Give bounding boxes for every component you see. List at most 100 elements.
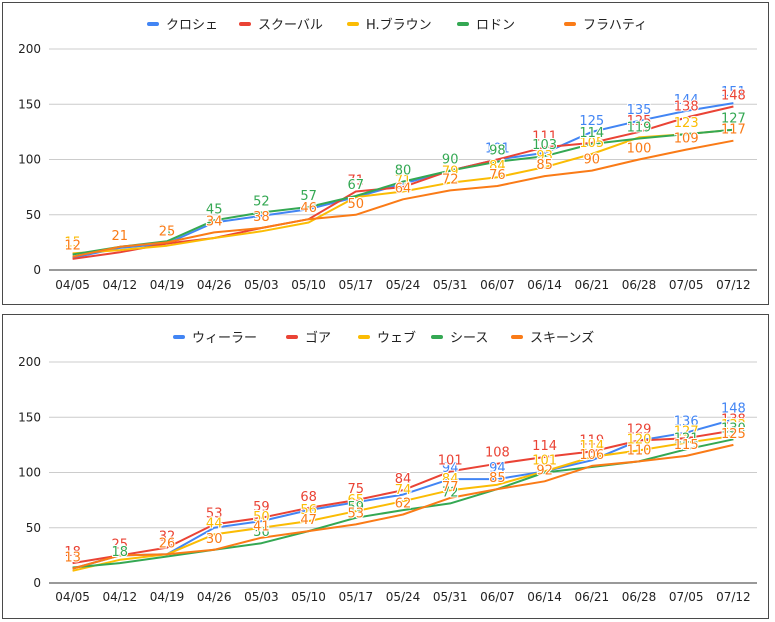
- data-label: 38: [253, 210, 270, 225]
- data-label: 135: [627, 103, 652, 118]
- series-line-2: [72, 429, 734, 565]
- data-label: 15: [64, 235, 81, 250]
- data-label: 56: [300, 503, 317, 518]
- data-label: 76: [489, 168, 506, 183]
- data-label: 26: [159, 536, 176, 551]
- data-label: 36: [253, 525, 270, 540]
- y-tick-label: 150: [18, 410, 41, 424]
- x-tick-label: 04/26: [197, 278, 232, 292]
- data-label: 138: [721, 413, 746, 428]
- legend-swatch: [239, 22, 251, 26]
- legend-swatch: [457, 22, 469, 26]
- legend-label: スキーンズ: [530, 330, 594, 346]
- legend-label: クロシェ: [166, 18, 218, 33]
- data-label: 13: [64, 551, 81, 566]
- data-label: 26: [159, 223, 176, 238]
- data-label: 71: [348, 174, 365, 189]
- data-label: 130: [721, 421, 746, 436]
- data-label: 92: [536, 463, 553, 478]
- data-label: 85: [489, 471, 506, 486]
- series-line-3: [72, 435, 734, 572]
- data-label: 94: [442, 461, 459, 476]
- data-label: 105: [579, 136, 604, 151]
- legend-label: H.ブラウン: [366, 17, 432, 33]
- x-tick-label: 06/14: [527, 590, 562, 604]
- x-tick-label: 07/12: [716, 278, 751, 292]
- data-label: 90: [584, 153, 601, 168]
- x-tick-label: 06/21: [575, 278, 610, 292]
- x-tick-label: 05/31: [433, 590, 468, 604]
- x-tick-label: 06/07: [480, 278, 515, 292]
- x-tick-label: 04/05: [55, 590, 90, 604]
- x-tick-label: 04/19: [150, 590, 185, 604]
- data-label: 127: [721, 112, 746, 127]
- legend-swatch: [564, 22, 576, 26]
- y-tick-label: 200: [18, 355, 41, 369]
- data-label: 52: [253, 195, 270, 210]
- data-label: 123: [674, 116, 699, 131]
- data-label: 62: [395, 496, 412, 511]
- x-tick-label: 05/24: [386, 278, 421, 292]
- data-label: 30: [206, 532, 223, 547]
- data-label: 93: [536, 149, 553, 164]
- legend-label: シース: [450, 331, 488, 346]
- data-label: 59: [253, 500, 270, 515]
- data-label: 45: [206, 202, 223, 217]
- data-label: 25: [112, 537, 129, 552]
- legend-swatch: [358, 335, 370, 339]
- data-label: 32: [159, 530, 176, 545]
- data-label: 109: [674, 132, 699, 147]
- x-tick-label: 05/03: [244, 278, 279, 292]
- x-tick-label: 06/07: [480, 590, 515, 604]
- line-chart-top: 0 50 100 150 200 04/05 04/12 04/19 04/26 05/03 05/…: [18, 17, 757, 292]
- data-label: 18: [64, 545, 81, 560]
- y-tick-label: 50: [26, 521, 41, 535]
- data-label: 64: [395, 181, 412, 196]
- data-label: 59: [348, 500, 365, 515]
- x-tick-label: 06/28: [622, 278, 657, 292]
- y-tick-label: 150: [18, 97, 41, 111]
- data-label: 114: [532, 439, 557, 454]
- data-label: 34: [206, 214, 223, 229]
- x-tick-label: 05/17: [339, 278, 374, 292]
- data-label: 148: [721, 88, 746, 103]
- x-tick-label: 04/05: [55, 278, 90, 292]
- series-line-4: [72, 128, 734, 256]
- data-label: 72: [442, 172, 459, 187]
- legend-label: ウィーラー: [192, 331, 257, 346]
- data-label: 84: [395, 472, 412, 487]
- x-tick-label: 04/19: [150, 278, 185, 292]
- data-label: 65: [348, 493, 365, 508]
- legend-swatch: [511, 335, 523, 339]
- data-label: 101: [438, 453, 463, 468]
- series-line-5: [72, 443, 734, 570]
- legend-label: ウェブ: [377, 330, 416, 346]
- x-tick-label: 07/05: [669, 278, 704, 292]
- data-label: 103: [532, 138, 557, 153]
- data-label: 117: [721, 123, 746, 138]
- legend-label: スクーバル: [258, 18, 323, 33]
- data-label: 80: [395, 164, 412, 179]
- data-label: 148: [721, 401, 746, 416]
- legend-swatch: [286, 335, 298, 339]
- chart-panel-top: 0 50 100 150 200 04/05 04/12 04/19 04/26 05/03 05/…: [2, 2, 769, 305]
- data-label: 71: [395, 174, 412, 189]
- data-label: 108: [485, 446, 510, 461]
- series-line-1: [72, 102, 734, 259]
- data-label: 125: [579, 114, 604, 129]
- data-label: 53: [206, 506, 223, 521]
- data-label: 47: [300, 513, 317, 528]
- data-label: 144: [674, 93, 699, 108]
- data-label: 50: [253, 510, 270, 525]
- data-label: 101: [485, 142, 510, 157]
- data-label: 94: [489, 461, 506, 476]
- data-label: 75: [348, 482, 365, 497]
- x-tick-label: 07/12: [716, 590, 751, 604]
- data-label: 98: [489, 144, 506, 159]
- data-label: 77: [442, 480, 459, 495]
- legend-swatch: [431, 335, 443, 339]
- data-label: 114: [579, 126, 604, 141]
- legend-swatch: [347, 22, 359, 26]
- data-label: 111: [532, 129, 557, 144]
- data-label: 79: [442, 165, 459, 180]
